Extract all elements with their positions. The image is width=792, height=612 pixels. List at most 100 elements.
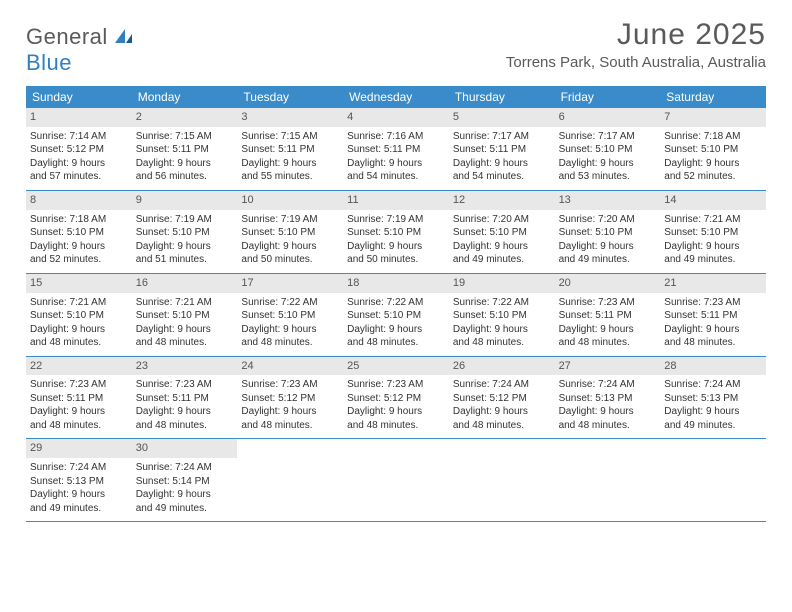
day-cell: 3Sunrise: 7:15 AMSunset: 5:11 PMDaylight…: [237, 108, 343, 190]
sunset-text: Sunset: 5:11 PM: [453, 143, 551, 157]
daylight-text: and 54 minutes.: [453, 170, 551, 184]
logo-sail-icon: [114, 31, 134, 48]
daylight-text: Daylight: 9 hours: [136, 405, 234, 419]
daylight-text: Daylight: 9 hours: [453, 157, 551, 171]
sunrise-text: Sunrise: 7:21 AM: [30, 296, 128, 310]
day-cell: 14Sunrise: 7:21 AMSunset: 5:10 PMDayligh…: [660, 191, 766, 273]
day-cell: 24Sunrise: 7:23 AMSunset: 5:12 PMDayligh…: [237, 357, 343, 439]
daylight-text: and 50 minutes.: [241, 253, 339, 267]
day-number: 4: [343, 108, 449, 127]
logo: General Blue: [26, 24, 134, 76]
sunset-text: Sunset: 5:10 PM: [559, 226, 657, 240]
day-number: 25: [343, 357, 449, 376]
day-cell: 2Sunrise: 7:15 AMSunset: 5:11 PMDaylight…: [132, 108, 238, 190]
day-cell: 10Sunrise: 7:19 AMSunset: 5:10 PMDayligh…: [237, 191, 343, 273]
sunrise-text: Sunrise: 7:24 AM: [559, 378, 657, 392]
daylight-text: Daylight: 9 hours: [30, 323, 128, 337]
day-number: 21: [660, 274, 766, 293]
day-cell: 8Sunrise: 7:18 AMSunset: 5:10 PMDaylight…: [26, 191, 132, 273]
daylight-text: and 48 minutes.: [664, 336, 762, 350]
dayhead-row: SundayMondayTuesdayWednesdayThursdayFrid…: [26, 86, 766, 108]
daylight-text: Daylight: 9 hours: [664, 323, 762, 337]
sunrise-text: Sunrise: 7:23 AM: [559, 296, 657, 310]
day-number: 12: [449, 191, 555, 210]
daylight-text: and 49 minutes.: [453, 253, 551, 267]
daylight-text: and 49 minutes.: [664, 419, 762, 433]
daylight-text: and 48 minutes.: [30, 336, 128, 350]
dayhead: Monday: [132, 86, 238, 108]
day-cell: 30Sunrise: 7:24 AMSunset: 5:14 PMDayligh…: [132, 439, 238, 521]
sunrise-text: Sunrise: 7:23 AM: [241, 378, 339, 392]
day-number: 23: [132, 357, 238, 376]
sunset-text: Sunset: 5:12 PM: [453, 392, 551, 406]
day-cell: 28Sunrise: 7:24 AMSunset: 5:13 PMDayligh…: [660, 357, 766, 439]
week-row: 15Sunrise: 7:21 AMSunset: 5:10 PMDayligh…: [26, 274, 766, 357]
day-cell: 29Sunrise: 7:24 AMSunset: 5:13 PMDayligh…: [26, 439, 132, 521]
daylight-text: and 48 minutes.: [347, 419, 445, 433]
sunset-text: Sunset: 5:10 PM: [30, 309, 128, 323]
sunset-text: Sunset: 5:10 PM: [241, 226, 339, 240]
logo-text-main: General: [26, 24, 108, 49]
day-cell: 5Sunrise: 7:17 AMSunset: 5:11 PMDaylight…: [449, 108, 555, 190]
week-row: 8Sunrise: 7:18 AMSunset: 5:10 PMDaylight…: [26, 191, 766, 274]
daylight-text: and 51 minutes.: [136, 253, 234, 267]
daylight-text: and 48 minutes.: [241, 336, 339, 350]
day-cell: 19Sunrise: 7:22 AMSunset: 5:10 PMDayligh…: [449, 274, 555, 356]
day-cell: 25Sunrise: 7:23 AMSunset: 5:12 PMDayligh…: [343, 357, 449, 439]
daylight-text: Daylight: 9 hours: [664, 240, 762, 254]
day-number: 9: [132, 191, 238, 210]
sunset-text: Sunset: 5:10 PM: [347, 309, 445, 323]
day-number: 10: [237, 191, 343, 210]
daylight-text: and 48 minutes.: [136, 419, 234, 433]
sunset-text: Sunset: 5:13 PM: [30, 475, 128, 489]
day-number: 13: [555, 191, 661, 210]
sunrise-text: Sunrise: 7:15 AM: [241, 130, 339, 144]
sunset-text: Sunset: 5:10 PM: [241, 309, 339, 323]
sunset-text: Sunset: 5:11 PM: [136, 143, 234, 157]
day-number: 1: [26, 108, 132, 127]
day-number: 2: [132, 108, 238, 127]
daylight-text: and 48 minutes.: [453, 419, 551, 433]
day-cell: 12Sunrise: 7:20 AMSunset: 5:10 PMDayligh…: [449, 191, 555, 273]
sunset-text: Sunset: 5:10 PM: [136, 309, 234, 323]
day-cell: 6Sunrise: 7:17 AMSunset: 5:10 PMDaylight…: [555, 108, 661, 190]
sunrise-text: Sunrise: 7:17 AM: [453, 130, 551, 144]
daylight-text: Daylight: 9 hours: [453, 323, 551, 337]
daylight-text: Daylight: 9 hours: [664, 405, 762, 419]
sunset-text: Sunset: 5:12 PM: [347, 392, 445, 406]
day-number: 15: [26, 274, 132, 293]
sunset-text: Sunset: 5:11 PM: [664, 309, 762, 323]
day-cell: [237, 439, 343, 521]
sunrise-text: Sunrise: 7:22 AM: [347, 296, 445, 310]
week-row: 29Sunrise: 7:24 AMSunset: 5:13 PMDayligh…: [26, 439, 766, 522]
daylight-text: Daylight: 9 hours: [241, 405, 339, 419]
sunrise-text: Sunrise: 7:16 AM: [347, 130, 445, 144]
daylight-text: and 57 minutes.: [30, 170, 128, 184]
sunrise-text: Sunrise: 7:24 AM: [30, 461, 128, 475]
sunrise-text: Sunrise: 7:24 AM: [136, 461, 234, 475]
daylight-text: Daylight: 9 hours: [136, 323, 234, 337]
day-cell: 1Sunrise: 7:14 AMSunset: 5:12 PMDaylight…: [26, 108, 132, 190]
daylight-text: Daylight: 9 hours: [559, 323, 657, 337]
sunset-text: Sunset: 5:11 PM: [347, 143, 445, 157]
daylight-text: and 50 minutes.: [347, 253, 445, 267]
daylight-text: Daylight: 9 hours: [241, 157, 339, 171]
sunrise-text: Sunrise: 7:22 AM: [453, 296, 551, 310]
day-number: 16: [132, 274, 238, 293]
day-cell: 26Sunrise: 7:24 AMSunset: 5:12 PMDayligh…: [449, 357, 555, 439]
day-cell: 4Sunrise: 7:16 AMSunset: 5:11 PMDaylight…: [343, 108, 449, 190]
day-cell: 22Sunrise: 7:23 AMSunset: 5:11 PMDayligh…: [26, 357, 132, 439]
daylight-text: and 48 minutes.: [559, 419, 657, 433]
sunset-text: Sunset: 5:11 PM: [559, 309, 657, 323]
day-number: 26: [449, 357, 555, 376]
sunset-text: Sunset: 5:14 PM: [136, 475, 234, 489]
daylight-text: and 53 minutes.: [559, 170, 657, 184]
sunset-text: Sunset: 5:13 PM: [664, 392, 762, 406]
sunrise-text: Sunrise: 7:21 AM: [136, 296, 234, 310]
sunset-text: Sunset: 5:12 PM: [30, 143, 128, 157]
sunrise-text: Sunrise: 7:18 AM: [30, 213, 128, 227]
daylight-text: and 48 minutes.: [559, 336, 657, 350]
sunrise-text: Sunrise: 7:23 AM: [30, 378, 128, 392]
day-cell: 9Sunrise: 7:19 AMSunset: 5:10 PMDaylight…: [132, 191, 238, 273]
sunset-text: Sunset: 5:10 PM: [30, 226, 128, 240]
